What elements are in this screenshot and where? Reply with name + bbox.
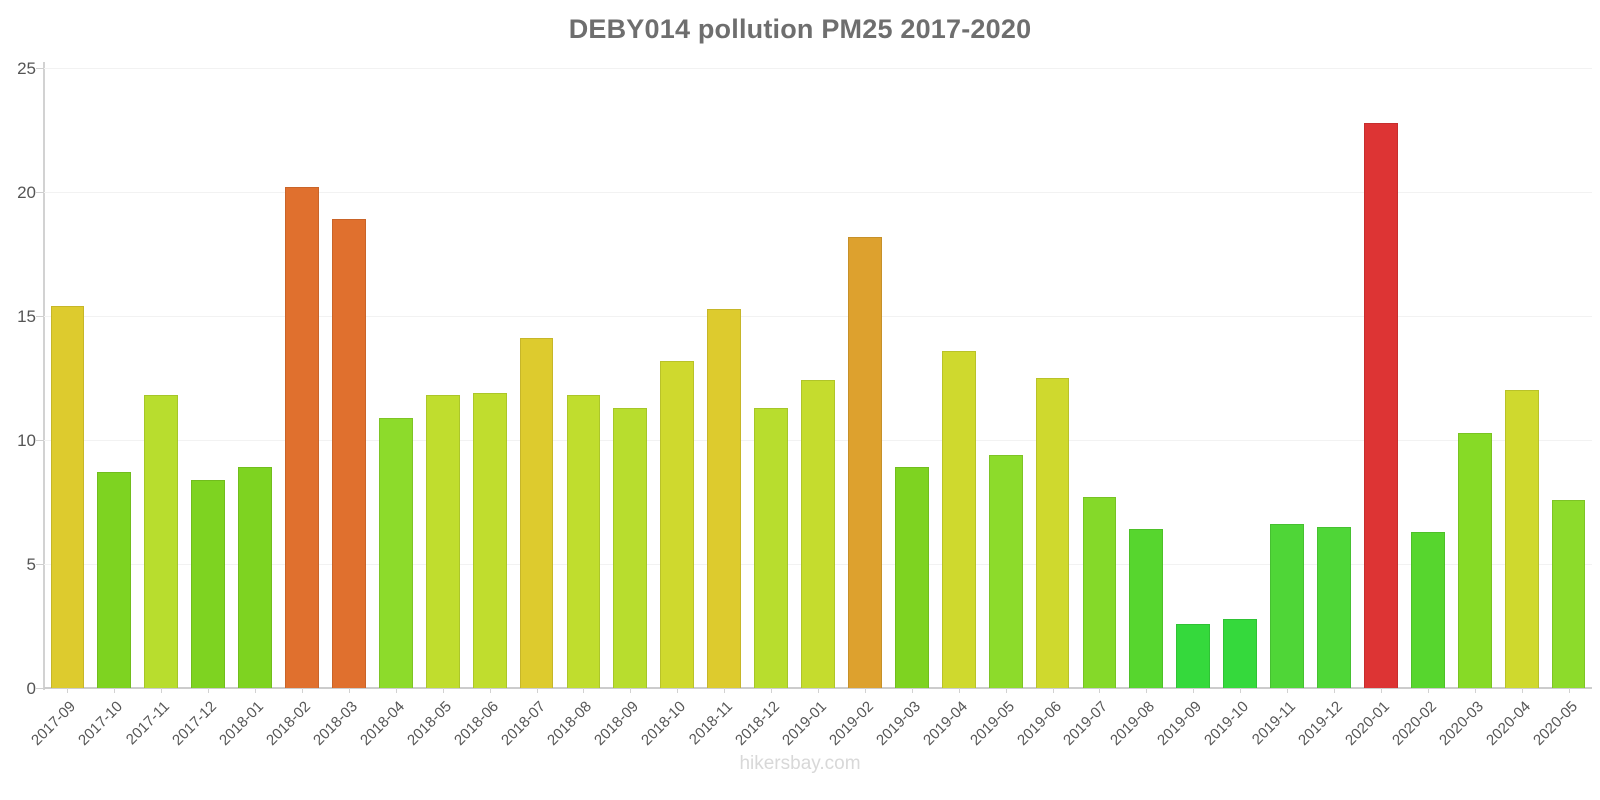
bar[interactable] xyxy=(660,360,695,688)
gridline-15 xyxy=(44,316,1592,317)
x-tick-mark xyxy=(1052,688,1054,693)
bar[interactable] xyxy=(332,219,366,688)
x-tick-mark xyxy=(1474,688,1476,693)
gridline-25 xyxy=(44,68,1592,69)
bar[interactable] xyxy=(801,380,835,688)
bar[interactable] xyxy=(1551,499,1586,688)
bar[interactable] xyxy=(1270,524,1304,688)
bar[interactable] xyxy=(1364,122,1398,688)
x-tick-mark xyxy=(1521,688,1523,693)
bar[interactable] xyxy=(191,479,226,688)
bar[interactable] xyxy=(1035,378,1070,688)
x-tick-mark xyxy=(67,688,69,693)
x-tick-mark xyxy=(161,688,163,693)
x-tick-mark xyxy=(1568,688,1570,693)
x-tick-mark xyxy=(1334,688,1335,693)
plot-area: 0 5 10 15 20 25 xyxy=(17,59,1592,698)
x-tick-mark xyxy=(442,688,444,693)
x-tick-mark xyxy=(208,688,210,693)
y-tick-mark-10 xyxy=(36,440,44,441)
bar[interactable] xyxy=(1457,432,1492,688)
y-tick-mark-20 xyxy=(36,192,44,193)
y-tick-label-15: 15 xyxy=(17,307,36,326)
bar[interactable] xyxy=(1317,526,1351,688)
x-tick-mark xyxy=(1380,688,1382,693)
bar[interactable] xyxy=(238,467,272,688)
x-tick-mark xyxy=(1146,688,1148,693)
x-tick-mark xyxy=(489,688,491,693)
bar[interactable] xyxy=(144,395,179,688)
x-tick-label: 2020-05 xyxy=(1529,698,1581,749)
x-tick-mark xyxy=(395,688,397,693)
y-tick-label-25: 25 xyxy=(17,59,36,78)
x-tick-mark xyxy=(255,688,257,693)
bar[interactable] xyxy=(988,454,1023,688)
bar[interactable] xyxy=(50,306,85,688)
y-tick-mark-5 xyxy=(36,564,44,565)
bar[interactable] xyxy=(848,236,882,688)
bar[interactable] xyxy=(97,472,132,688)
chart-title: DEBY014 pollution PM25 2017-2020 xyxy=(568,14,1032,44)
x-tick-mark xyxy=(348,688,350,693)
x-tick-mark xyxy=(1193,688,1195,693)
x-tick-mark xyxy=(864,688,866,693)
bar[interactable] xyxy=(519,338,554,688)
bar[interactable] xyxy=(707,308,742,688)
bar[interactable] xyxy=(425,395,460,688)
bar[interactable] xyxy=(941,350,976,688)
x-tick-mark xyxy=(1427,688,1429,693)
bar[interactable] xyxy=(754,407,788,688)
y-tick-label-0: 0 xyxy=(26,679,36,698)
x-tick-mark xyxy=(677,688,679,693)
bar[interactable] xyxy=(1410,531,1445,688)
bar[interactable] xyxy=(1223,618,1258,688)
y-tick-label-20: 20 xyxy=(17,183,36,202)
x-tick-mark xyxy=(818,688,819,693)
bar[interactable] xyxy=(894,467,929,688)
bar[interactable] xyxy=(1082,497,1117,688)
y-axis-line xyxy=(43,62,45,690)
gridline-20 xyxy=(44,192,1592,193)
bar[interactable] xyxy=(566,395,601,688)
x-tick-mark xyxy=(1287,688,1289,693)
y-tick-mark-0 xyxy=(36,688,44,689)
source-watermark: hikersbay.com xyxy=(739,753,861,774)
x-tick-mark xyxy=(114,688,116,693)
x-tick-mark xyxy=(911,688,913,693)
bar[interactable] xyxy=(1129,529,1164,688)
bar[interactable] xyxy=(378,417,413,688)
bar[interactable] xyxy=(1176,623,1211,688)
bar[interactable] xyxy=(613,407,648,688)
bar-series xyxy=(44,68,1592,688)
y-tick-label-10: 10 xyxy=(17,431,36,450)
bar[interactable] xyxy=(285,187,319,688)
x-tick-mark xyxy=(536,688,538,693)
y-tick-mark-25 xyxy=(36,68,44,69)
x-tick-mark xyxy=(1099,688,1101,693)
bar[interactable] xyxy=(1504,390,1539,688)
x-tick-mark xyxy=(1240,688,1242,693)
y-tick-label-5: 5 xyxy=(26,555,36,574)
x-tick-mark xyxy=(1005,688,1007,693)
x-tick-mark xyxy=(302,688,303,693)
bar[interactable] xyxy=(472,392,507,688)
x-tick-mark xyxy=(630,688,632,693)
y-tick-mark-15 xyxy=(36,316,44,317)
x-tick-mark xyxy=(958,688,960,693)
x-tick-mark xyxy=(724,688,726,693)
x-tick-mark xyxy=(583,688,585,693)
x-tick-mark xyxy=(771,688,773,693)
x-axis-labels: 2017-09 2017-10 2017-11 2017-12 2018-01 2018-… xyxy=(29,688,1592,772)
